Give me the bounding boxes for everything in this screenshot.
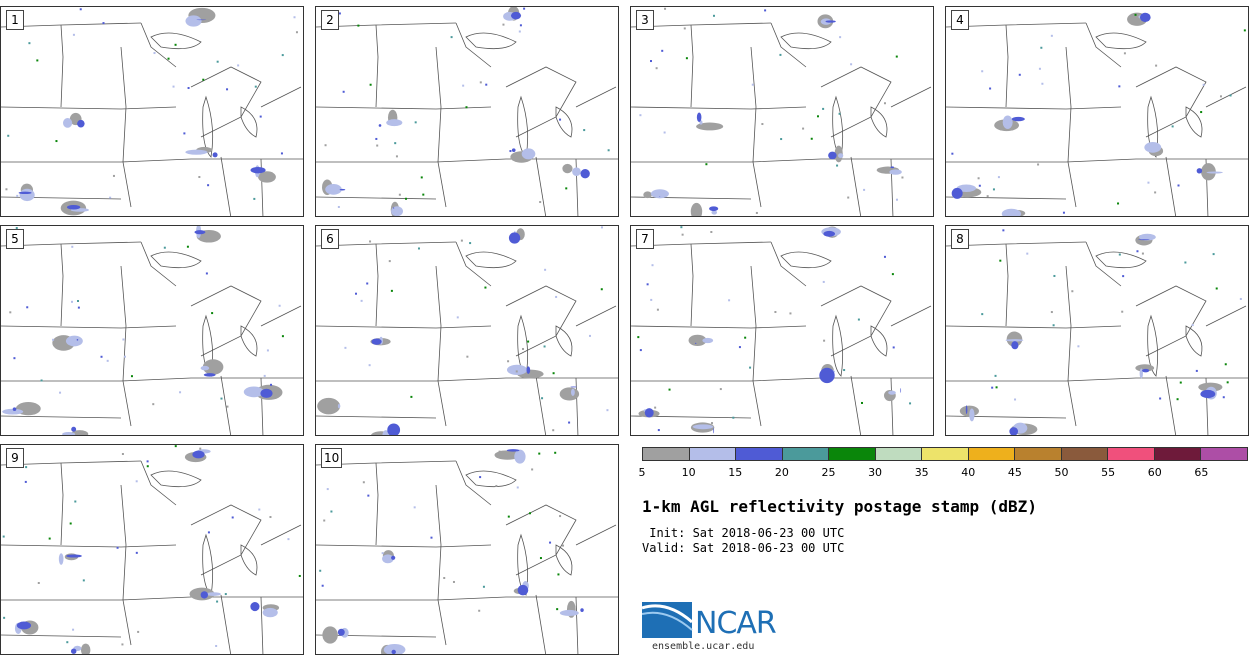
panel-number: 7 bbox=[636, 229, 654, 249]
map-panel-8: 8 bbox=[945, 225, 1249, 436]
panel-number: 6 bbox=[321, 229, 339, 249]
colorbar-tick-label: 35 bbox=[914, 466, 929, 479]
panel-number: 10 bbox=[321, 448, 343, 468]
colorbar-tick-label: 50 bbox=[1054, 466, 1069, 479]
colorbar-swatch bbox=[1015, 448, 1062, 460]
map-base bbox=[1, 445, 303, 654]
map-base bbox=[1, 226, 303, 435]
colorbar-swatch bbox=[643, 448, 690, 460]
colorbar-tick-label: 65 bbox=[1194, 466, 1209, 479]
colorbar-swatch bbox=[922, 448, 969, 460]
map-panel-3: 3 bbox=[630, 6, 934, 217]
map-panel-7: 7 bbox=[630, 225, 934, 436]
map-panel-1: 1 bbox=[0, 6, 304, 217]
colorbar-swatch bbox=[968, 448, 1016, 460]
ncar-logo-icon bbox=[642, 602, 693, 638]
panel-number: 1 bbox=[6, 10, 24, 30]
map-base bbox=[1, 7, 303, 216]
colorbar-tick-label: 25 bbox=[821, 466, 836, 479]
map-base bbox=[946, 229, 1248, 435]
colorbar-swatch bbox=[782, 448, 830, 460]
map-base bbox=[316, 449, 618, 654]
colorbar-tick-label: 10 bbox=[681, 466, 696, 479]
colorbar-tick-label: 20 bbox=[774, 466, 789, 479]
map-base bbox=[316, 226, 618, 435]
colorbar-tick-label: 15 bbox=[728, 466, 743, 479]
init-time: Init: Sat 2018-06-23 00 UTC bbox=[642, 526, 845, 540]
map-base bbox=[631, 226, 933, 435]
map-panel-6: 6 bbox=[315, 225, 619, 436]
colorbar-swatch bbox=[1061, 448, 1109, 460]
map-panel-2: 2 bbox=[315, 6, 619, 217]
colorbar-swatch bbox=[1154, 448, 1202, 460]
logo-text: NCAR bbox=[695, 606, 777, 641]
panel-number: 3 bbox=[636, 10, 654, 30]
map-base bbox=[316, 7, 618, 216]
map-base bbox=[946, 12, 1248, 216]
colorbar-swatch bbox=[875, 448, 923, 460]
colorbar-tick-label: 40 bbox=[961, 466, 976, 479]
map-panel-5: 5 bbox=[0, 225, 304, 436]
colorbar-tick-label: 45 bbox=[1007, 466, 1022, 479]
valid-time: Valid: Sat 2018-06-23 00 UTC bbox=[642, 541, 845, 555]
colorbar-tick-label: 30 bbox=[868, 466, 883, 479]
colorbar-swatch bbox=[1108, 448, 1155, 460]
colorbar-swatch bbox=[689, 448, 737, 460]
logo-url: ensemble.ucar.edu bbox=[652, 641, 755, 652]
panel-number: 8 bbox=[951, 229, 969, 249]
map-panel-4: 4 bbox=[945, 6, 1249, 217]
map-base bbox=[631, 7, 933, 216]
colorbar-swatch bbox=[1201, 448, 1247, 460]
map-panel-10: 10 bbox=[315, 444, 619, 655]
colorbar-swatch bbox=[829, 448, 876, 460]
panel-number: 2 bbox=[321, 10, 339, 30]
panel-number: 9 bbox=[6, 448, 24, 468]
plot-title: 1-km AGL reflectivity postage stamp (dBZ… bbox=[642, 497, 1037, 516]
reflectivity-colorbar bbox=[642, 447, 1248, 461]
panel-number: 4 bbox=[951, 10, 969, 30]
colorbar-tick-label: 5 bbox=[638, 466, 646, 479]
colorbar-tick-label: 55 bbox=[1101, 466, 1116, 479]
map-panel-9: 9 bbox=[0, 444, 304, 655]
panel-number: 5 bbox=[6, 229, 24, 249]
colorbar-swatch bbox=[736, 448, 783, 460]
colorbar-tick-label: 60 bbox=[1147, 466, 1162, 479]
